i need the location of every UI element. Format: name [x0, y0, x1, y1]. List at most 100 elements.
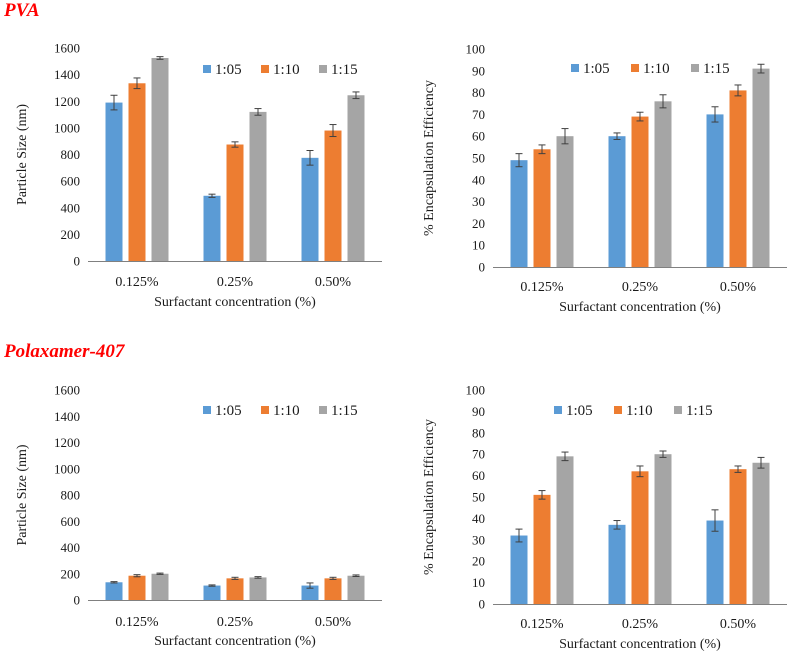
chart-pva-ee: 0 10 20 30 40 50 60 70 80 90 100 0.125% 0.25% 0.50% Su…	[422, 42, 787, 315]
y-tick-label: 90	[472, 404, 485, 419]
legend-swatch-1-15	[674, 406, 682, 414]
bar-1-15-2	[347, 575, 365, 600]
legend-swatch-1-15	[319, 406, 327, 414]
bar-1-15-1	[654, 454, 672, 604]
x-tick-label: 0.25%	[622, 280, 659, 295]
y-tick-label: 1200	[54, 435, 80, 450]
legend-label: 1:15	[331, 403, 358, 419]
y-tick-label: 30	[472, 532, 485, 547]
x-tick-label: 0.25%	[217, 615, 254, 630]
bar-1-10-0	[128, 83, 146, 261]
legend-label: 1:10	[626, 403, 653, 419]
legend-label: 1:05	[215, 62, 242, 78]
x-axis-title: Surfactant concentration (%)	[559, 300, 721, 315]
y-tick-label: 10	[472, 238, 485, 253]
bar-1-10-1	[631, 471, 649, 604]
y-axis-title: Particle Size (nm)	[15, 104, 30, 205]
legend-swatch-1-05	[203, 406, 211, 414]
y-tick-label: 0	[479, 597, 486, 612]
bar-1-05-2	[301, 585, 319, 600]
bar-1-15-2	[752, 68, 770, 268]
y-tick-label: 200	[61, 566, 81, 581]
y-axis-title: Particle Size (nm)	[15, 444, 30, 545]
legend-swatch-1-10	[631, 64, 639, 72]
y-tick-label: 100	[466, 383, 486, 398]
y-tick-label: 60	[472, 129, 485, 144]
bar-1-10-0	[533, 494, 551, 604]
y-tick-label: 0	[479, 260, 486, 275]
y-tick-label: 80	[472, 425, 485, 440]
y-tick-label: 10	[472, 575, 485, 590]
x-tick-label: 0.50%	[720, 280, 757, 295]
legend-label: 1:05	[566, 403, 593, 419]
y-tick-label: 0	[74, 254, 81, 269]
bar-1-05-2	[706, 114, 724, 268]
legend-swatch-1-05	[571, 64, 579, 72]
y-tick-label: 1600	[54, 383, 80, 398]
bar-1-15-1	[249, 111, 267, 262]
y-tick-label: 600	[61, 514, 81, 529]
y-tick-label: 1000	[54, 461, 80, 476]
y-tick-label: 1600	[54, 41, 80, 56]
y-tick-label: 60	[472, 468, 485, 483]
y-axis-title: % Encapsulation Efficiency	[422, 80, 437, 236]
y-tick-label: 80	[472, 85, 485, 100]
legend-swatch-1-10	[614, 406, 622, 414]
y-tick-label: 1400	[54, 409, 80, 424]
chart-polaxamer-ee: 0 10 20 30 40 50 60 70 80 90 100 0.125% 0.25% 0.50% Su…	[422, 383, 787, 652]
bar-1-15-1	[654, 101, 672, 267]
y-tick-label: 0	[74, 593, 81, 608]
y-tick-label: 1200	[54, 94, 80, 109]
chart-polaxamer-size: 0 200 400 600 800 1000 1200 1400 1600 0.125% 0.25%…	[15, 383, 382, 649]
x-tick-label: 0.50%	[315, 615, 352, 630]
y-tick-label: 50	[472, 151, 485, 166]
legend-label: 1:05	[215, 403, 242, 419]
y-tick-label: 70	[472, 447, 485, 462]
y-tick-label: 200	[61, 227, 81, 242]
x-tick-label: 0.50%	[720, 617, 757, 632]
bar-1-15-2	[752, 462, 770, 604]
legend-label: 1:15	[703, 61, 730, 77]
bar-1-10-0	[533, 149, 551, 267]
x-tick-label: 0.125%	[520, 617, 564, 632]
y-tick-label: 1400	[54, 67, 80, 82]
bar-1-05-2	[706, 520, 724, 604]
bar-1-10-1	[226, 144, 244, 261]
legend-swatch-1-10	[261, 406, 269, 414]
legend-swatch-1-05	[554, 406, 562, 414]
bar-1-10-2	[729, 469, 747, 604]
x-axis-title: Surfactant concentration (%)	[559, 637, 721, 652]
bar-1-05-1	[203, 195, 221, 261]
bar-1-05-1	[608, 524, 626, 604]
y-axis-title: % Encapsulation Efficiency	[422, 419, 437, 575]
bar-1-10-1	[631, 116, 649, 267]
bar-1-10-2	[729, 90, 747, 267]
section-title-pva: PVA	[4, 0, 40, 21]
bar-1-05-0	[105, 102, 123, 261]
x-axis-title: Surfactant concentration (%)	[154, 634, 316, 649]
x-tick-label: 0.25%	[622, 617, 659, 632]
bar-1-10-1	[226, 578, 244, 600]
y-tick-label: 100	[466, 42, 486, 57]
bar-1-15-0	[151, 573, 169, 600]
legend-swatch-1-05	[203, 65, 211, 73]
section-title-polaxamer: Polaxamer-407	[4, 341, 125, 362]
bar-1-15-0	[556, 136, 574, 267]
legend-label: 1:15	[331, 62, 358, 78]
bar-1-15-0	[151, 57, 169, 261]
y-tick-label: 800	[61, 488, 81, 503]
x-tick-label: 0.50%	[315, 275, 352, 290]
bar-1-10-0	[128, 575, 146, 600]
bar-1-05-1	[608, 136, 626, 267]
legend-label: 1:10	[273, 62, 300, 78]
legend-label: 1:15	[686, 403, 713, 419]
y-tick-label: 600	[61, 174, 81, 189]
bar-1-05-2	[301, 157, 319, 261]
legend-swatch-1-15	[319, 65, 327, 73]
x-tick-label: 0.25%	[217, 275, 254, 290]
bar-1-15-0	[556, 456, 574, 604]
legend-label: 1:10	[643, 61, 670, 77]
y-tick-label: 50	[472, 490, 485, 505]
y-tick-label: 20	[472, 554, 485, 569]
